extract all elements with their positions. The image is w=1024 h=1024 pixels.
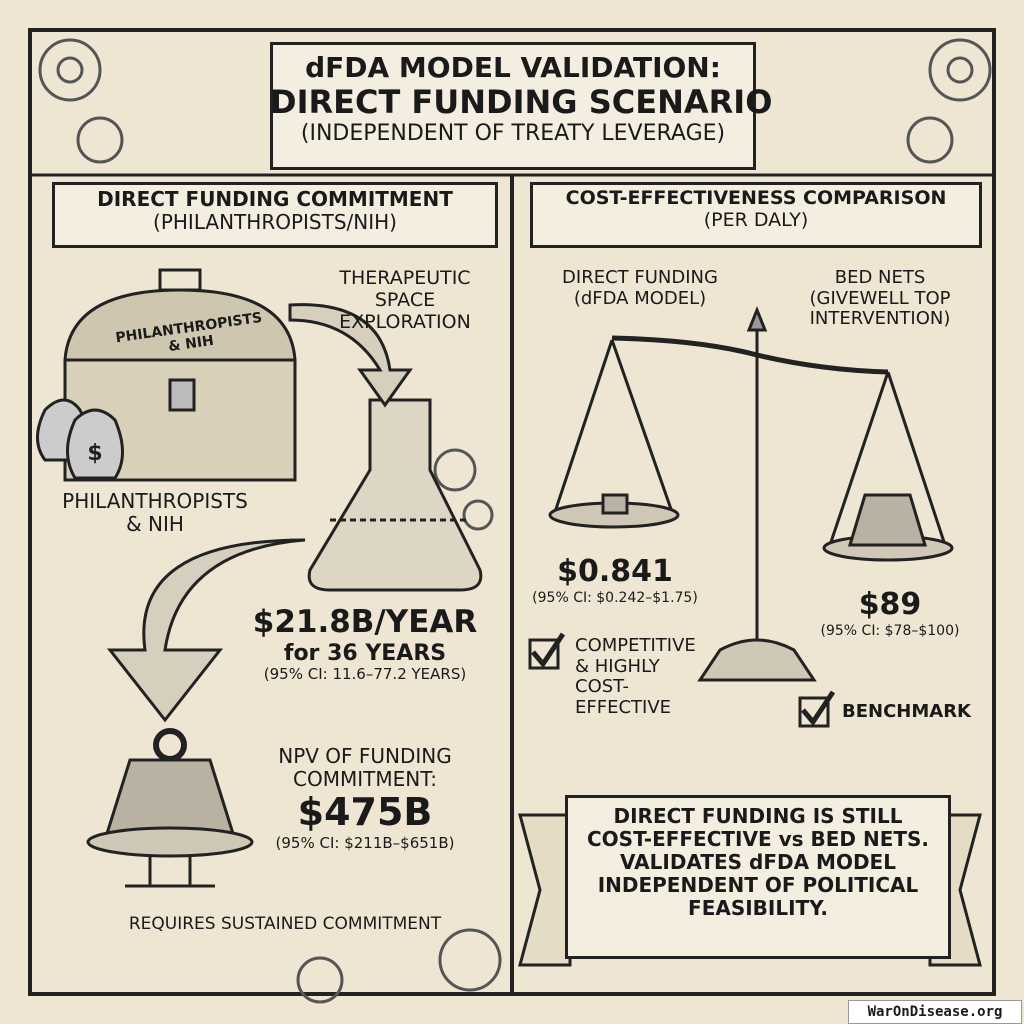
label-line: SPACE xyxy=(374,288,436,311)
conclusion-line: FEASIBILITY. xyxy=(688,896,828,920)
source-label: PHILANTHROPISTS & NIH xyxy=(55,490,255,536)
heading-line: COST-EFFECTIVENESS COMPARISON xyxy=(565,187,947,209)
panel-heading-box xyxy=(530,182,982,248)
label-line: BED NETS xyxy=(834,267,926,288)
label-line: DIRECT FUNDING xyxy=(562,267,718,288)
balance-scale xyxy=(548,305,954,682)
label-line: (GIVEWELL TOP xyxy=(809,287,951,309)
label-line: COST- xyxy=(575,676,629,698)
duration: for 36 YEARS xyxy=(283,640,447,666)
watermark: WarOnDisease.org xyxy=(848,1000,1022,1024)
label-line: EFFECTIVE xyxy=(575,697,672,719)
title-box xyxy=(270,42,756,170)
panel-heading-box xyxy=(52,182,498,248)
ci: (95% CI: $0.242–$1.75) xyxy=(532,589,698,606)
option-value: $89 (95% CI: $78–$100) xyxy=(790,587,990,639)
value: $0.841 xyxy=(557,554,673,589)
treasure-chest: $ xyxy=(36,268,297,482)
title-line: dFDA MODEL VALIDATION: xyxy=(305,51,721,84)
value: $89 xyxy=(858,587,922,622)
npv-label: NPV OF FUNDING xyxy=(278,744,452,768)
arrows xyxy=(106,303,413,723)
title: dFDA MODEL VALIDATION: DIRECT FUNDING SC… xyxy=(270,51,773,146)
label-line: EXPLORATION xyxy=(339,310,471,333)
svg-text:$: $ xyxy=(87,441,102,466)
npv-ci: (95% CI: $211B–$651B) xyxy=(275,833,455,852)
conclusion-box xyxy=(565,795,951,959)
conclusion-line: INDEPENDENT OF POLITICAL xyxy=(597,873,919,897)
conclusion-line: VALIDATES dFDA MODEL xyxy=(620,850,896,874)
label-line: (dFDA MODEL) xyxy=(573,287,707,309)
option-value: $0.841 (95% CI: $0.242–$1.75) xyxy=(515,554,715,606)
label-line: COMPETITIVE xyxy=(575,635,696,656)
funding-stats: $21.8B/YEAR for 36 YEARS (95% CI: 11.6–7… xyxy=(235,604,495,683)
npv: NPV OF FUNDING COMMITMENT: $475B (95% CI… xyxy=(255,745,475,852)
label-line: & HIGHLY xyxy=(575,655,660,677)
conclusion: DIRECT FUNDING IS STILL COST-EFFECTIVE v… xyxy=(565,805,951,920)
annual-funding: $21.8B/YEAR xyxy=(252,604,478,640)
title-line: DIRECT FUNDING SCENARIO xyxy=(270,83,773,122)
verdict: BENCHMARK xyxy=(842,701,972,722)
heading-line: (PHILANTHROPISTS/NIH) xyxy=(153,210,397,234)
duration-ci: (95% CI: 11.6–77.2 YEARS) xyxy=(263,664,467,683)
conclusion-line: COST-EFFECTIVE vs BED NETS. xyxy=(586,827,930,851)
panel-heading: DIRECT FUNDING COMMITMENT (PHILANTHROPIS… xyxy=(52,188,498,234)
flask xyxy=(307,398,483,592)
weight xyxy=(86,728,254,888)
npv-value: $475B xyxy=(297,790,433,834)
gears xyxy=(38,38,992,1004)
label-line: PHILANTHROPISTS xyxy=(62,489,248,513)
subtitle: (INDEPENDENT OF TREATY LEVERAGE) xyxy=(300,120,726,146)
arrow-label: THERAPEUTIC SPACE EXPLORATION xyxy=(315,267,495,334)
label-line: & NIH xyxy=(126,512,184,536)
heading-line: DIRECT FUNDING COMMITMENT xyxy=(97,187,453,211)
heading-line: (PER DALY) xyxy=(703,208,809,231)
checkbox xyxy=(528,632,836,728)
ci: (95% CI: $78–$100) xyxy=(820,622,960,639)
label-line: THERAPEUTIC xyxy=(339,267,471,289)
verdict: COMPETITIVE & HIGHLY COST- EFFECTIVE xyxy=(575,635,696,719)
label-line: INTERVENTION) xyxy=(809,308,951,330)
option-name: DIRECT FUNDING (dFDA MODEL) xyxy=(530,267,750,309)
npv-label: COMMITMENT: xyxy=(293,767,437,791)
conclusion-line: DIRECT FUNDING IS STILL xyxy=(613,804,903,828)
panel-heading: COST-EFFECTIVENESS COMPARISON (PER DALY) xyxy=(530,187,982,232)
footer-note: REQUIRES SUSTAINED COMMITMENT xyxy=(128,914,442,934)
option-name: BED NETS (GIVEWELL TOP INTERVENTION) xyxy=(780,267,980,330)
